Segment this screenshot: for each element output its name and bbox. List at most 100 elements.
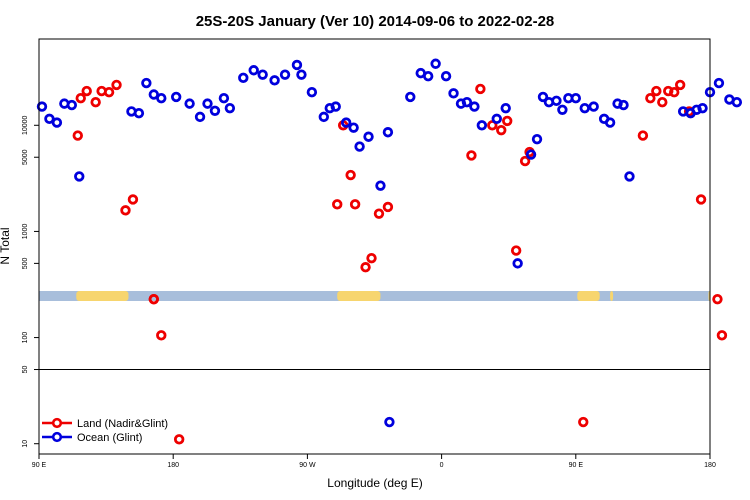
ocean-point: [291, 59, 303, 71]
ocean-point: [551, 95, 562, 107]
ocean-point: [133, 107, 145, 119]
ocean-point: [44, 113, 55, 125]
ocean-point: [36, 101, 48, 112]
ocean-point: [624, 171, 635, 182]
y-tick-label: 10000: [22, 115, 29, 135]
land-point: [663, 85, 674, 97]
ocean-point: [713, 77, 725, 89]
ocean-point: [74, 171, 85, 182]
legend-marker: [51, 417, 63, 429]
land-point: [75, 92, 86, 104]
land-point: [475, 83, 486, 95]
map-land-patch: [337, 291, 381, 301]
ocean-point: [354, 141, 365, 152]
ocean-point: [430, 58, 441, 69]
ocean-point: [248, 65, 259, 76]
ocean-point: [476, 120, 488, 131]
land-point: [72, 130, 83, 141]
ocean-point: [296, 69, 307, 80]
ocean-point: [557, 104, 568, 115]
ocean-point: [531, 133, 543, 145]
y-axis: 10 50 100 500 1000 5000 10000: [22, 115, 39, 448]
x-tick-label: 90 W: [299, 462, 316, 469]
y-tick-label: 500: [22, 257, 29, 269]
x-tick-label: 90 E: [32, 462, 47, 469]
ocean-point: [440, 71, 452, 82]
land-point: [360, 262, 371, 273]
ocean-point: [238, 72, 249, 84]
land-point: [502, 115, 513, 127]
land-point: [669, 86, 680, 98]
land-point: [366, 252, 377, 264]
ocean-point: [269, 75, 280, 86]
y-tick-label: 5000: [22, 149, 29, 165]
x-tick-label: 0: [440, 462, 444, 469]
x-axis-label: Longitude (deg E): [327, 476, 422, 490]
land-point: [712, 293, 723, 305]
ocean-point: [156, 92, 167, 104]
ocean-point: [141, 77, 152, 89]
ocean-point: [279, 69, 291, 80]
y-tick-label: 1000: [22, 224, 29, 240]
ocean-point: [448, 88, 459, 99]
ocean-point: [618, 99, 629, 111]
ocean-point: [570, 92, 581, 104]
ocean-point: [604, 117, 616, 128]
ocean-point: [306, 86, 318, 98]
ocean-point: [461, 97, 473, 108]
land-point: [519, 155, 531, 167]
ocean-point: [512, 258, 523, 269]
land-point: [148, 293, 160, 305]
land-point: [173, 434, 185, 445]
legend: Land (Nadir&Glint) Ocean (Glint): [42, 417, 168, 444]
ocean-point: [500, 102, 511, 114]
land-point: [695, 194, 707, 205]
ocean-point: [525, 149, 537, 160]
map-land-patch: [577, 291, 600, 301]
ocean-point: [202, 98, 213, 109]
land-point: [120, 205, 131, 216]
ocean-point: [218, 92, 230, 104]
land-point: [578, 416, 589, 428]
y-tick-label: 10: [22, 440, 29, 448]
land-point: [657, 97, 668, 108]
ocean-point: [579, 102, 590, 114]
land-point: [349, 199, 361, 210]
ocean-point: [375, 180, 386, 191]
ocean-point: [184, 98, 195, 109]
land-point: [637, 130, 649, 141]
ocean-point: [340, 117, 352, 128]
land-point: [510, 245, 522, 256]
map-strip: [39, 291, 711, 301]
ocean-point: [422, 71, 434, 82]
y-tick-label: 50: [22, 366, 29, 374]
land-point: [496, 124, 507, 136]
ocean-point: [170, 91, 182, 103]
map-land-patch: [76, 291, 129, 301]
land-point: [156, 330, 167, 341]
land-point: [127, 194, 139, 205]
ocean-point: [330, 101, 341, 112]
ocean-point: [491, 113, 502, 125]
legend-marker: [51, 431, 63, 443]
ocean-point: [731, 97, 743, 108]
land-point: [645, 92, 656, 104]
ocean-point: [194, 111, 206, 123]
x-tick-label: 90 E: [569, 462, 584, 469]
land-point: [90, 97, 101, 108]
map-land-patch: [610, 291, 614, 301]
legend-label: Ocean (Glint): [77, 432, 142, 444]
x-axis: 90 E 180 90 W 0 90 E 180: [32, 454, 716, 469]
legend-label: Land (Nadir&Glint): [77, 418, 168, 430]
ocean-point: [363, 131, 374, 142]
land-point: [81, 85, 92, 97]
ocean-point: [66, 99, 78, 111]
ocean-point: [348, 122, 359, 133]
ocean-point: [384, 416, 395, 428]
land-point: [103, 86, 115, 98]
ocean-point: [697, 102, 708, 114]
land-point: [332, 199, 343, 210]
ocean-point: [209, 105, 221, 116]
ocean-point: [382, 127, 394, 138]
